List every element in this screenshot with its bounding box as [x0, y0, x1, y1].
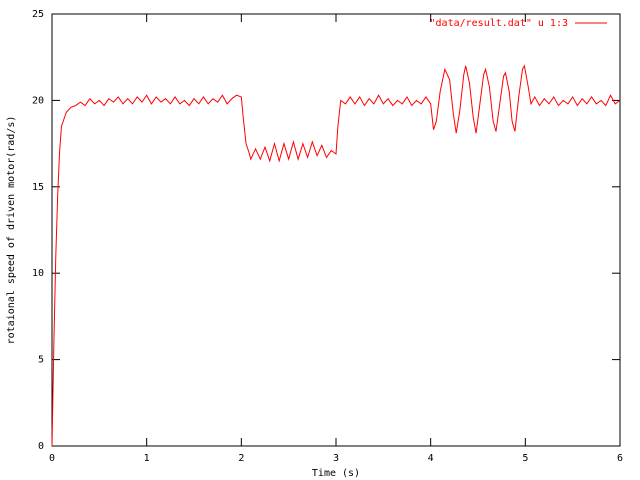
- legend-label: "data/result.dat" u 1:3: [430, 18, 568, 29]
- y-tick-label: 5: [38, 355, 44, 366]
- y-tick-label: 25: [32, 9, 44, 20]
- y-tick-label: 20: [32, 95, 44, 106]
- x-tick-label: 4: [428, 453, 434, 464]
- plot-border: [51, 13, 621, 447]
- y-tick-label: 0: [38, 441, 44, 452]
- x-tick-label: 0: [49, 453, 55, 464]
- data-line: [51, 64, 621, 447]
- x-axis-label: Time (s): [312, 468, 360, 479]
- y-tick-label: 15: [32, 182, 44, 193]
- x-tick-label: 5: [522, 453, 528, 464]
- x-tick-label: 2: [238, 453, 244, 464]
- x-tick-label: 6: [617, 453, 623, 464]
- y-axis-label: rotaional speed of driven motor(rad/s): [6, 116, 17, 345]
- x-tick-label: 3: [333, 453, 339, 464]
- x-tick-label: 1: [144, 453, 150, 464]
- y-tick-label: 10: [32, 268, 44, 279]
